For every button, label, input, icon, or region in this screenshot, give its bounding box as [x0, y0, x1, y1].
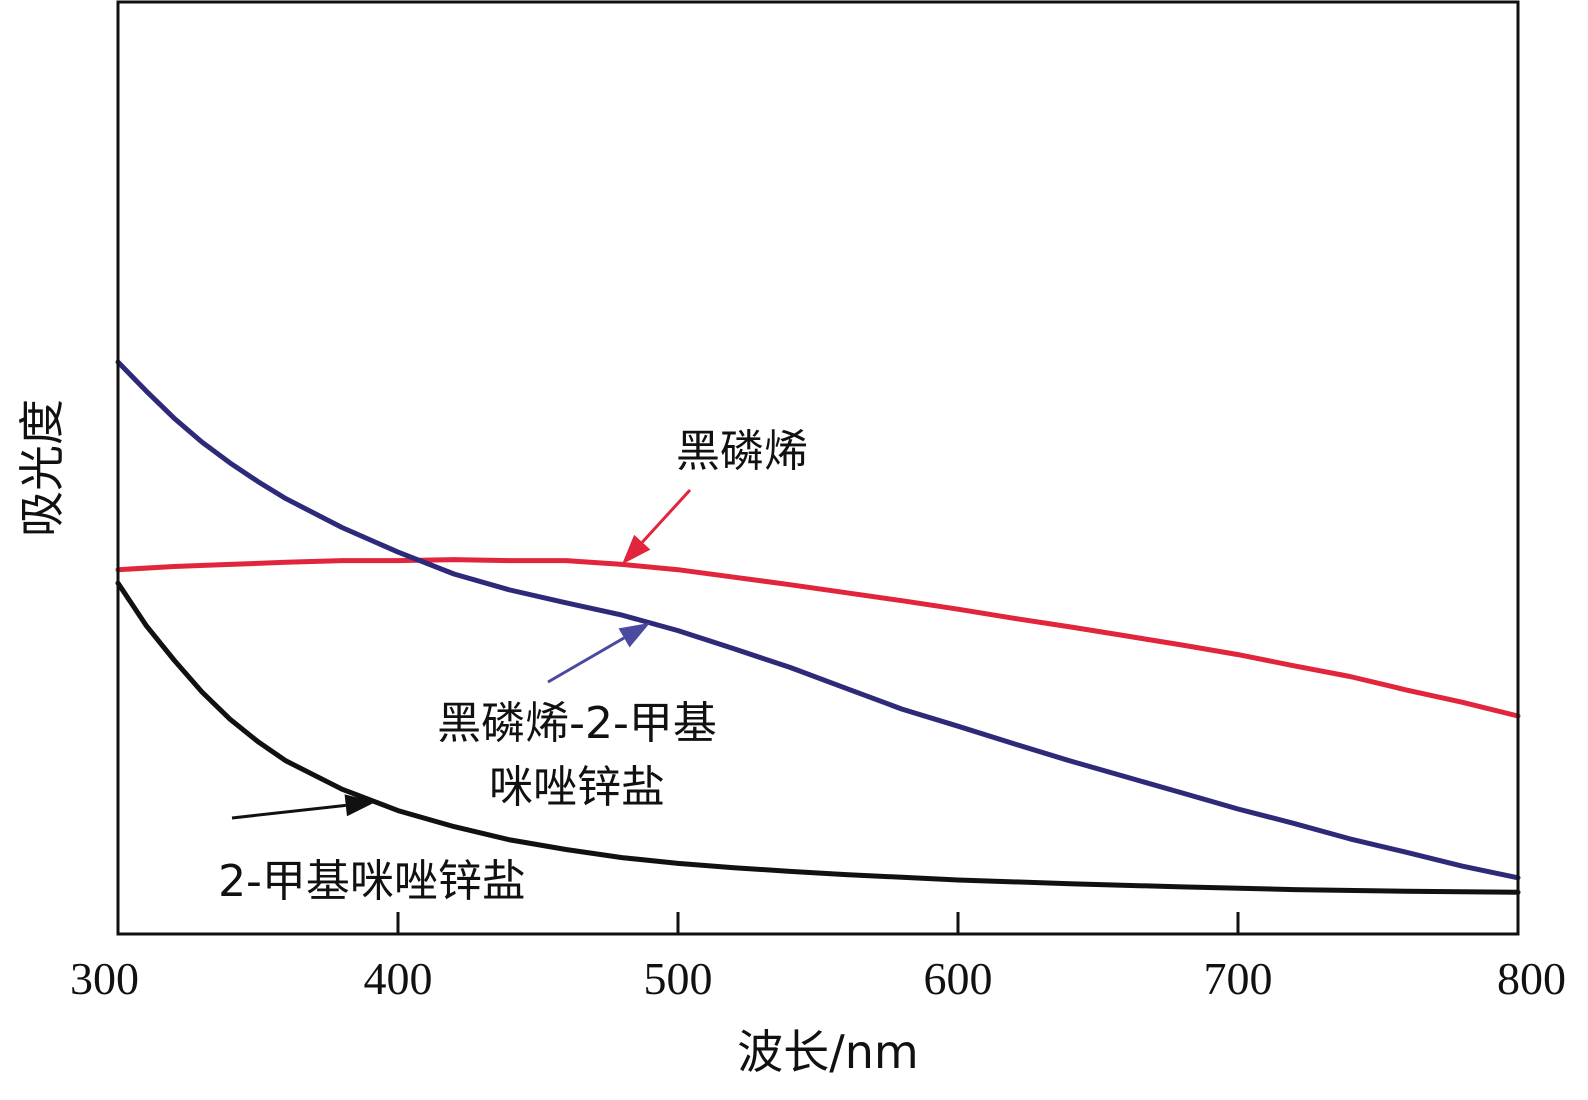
annotation-label: 2-甲基咪唑锌盐 — [218, 856, 526, 907]
annotation-arrow-head — [344, 794, 376, 817]
annotation-arrow-head — [622, 534, 651, 565]
annotation-label: 咪唑锌盐 — [489, 762, 665, 813]
annotation-arrow-head — [618, 622, 650, 648]
annotation-arrow-line — [231, 803, 346, 820]
series-layer — [115, 359, 1521, 895]
x-tick-label: 400 — [364, 953, 433, 1004]
x-tick-label: 500 — [644, 953, 713, 1004]
plot-frame — [116, 0, 1520, 936]
annotation-black-phosphorene: 黑磷烯 — [622, 426, 808, 565]
x-axis-label: 波长/nm — [737, 1025, 918, 1079]
x-tick-label: 300 — [70, 953, 139, 1004]
series-bp-zif — [115, 359, 1521, 881]
annotation-arrow-line — [547, 636, 625, 684]
y-axis-label: 吸光度 — [15, 399, 69, 537]
series-zif — [115, 580, 1521, 895]
x-axis: 300 400 500 600 700 800 — [70, 912, 1566, 1004]
annotation-label: 黑磷烯-2-甲基 — [437, 698, 717, 749]
series-black-phosphorene — [115, 557, 1521, 719]
annotation-arrow-line — [641, 488, 692, 544]
x-tick-label: 700 — [1204, 953, 1273, 1004]
annotation-zif: 2-甲基咪唑锌盐 — [218, 794, 526, 907]
annotation-label: 黑磷烯 — [676, 426, 808, 477]
x-tick-label: 800 — [1497, 953, 1566, 1004]
annotation-bp-zif: 黑磷烯-2-甲基咪唑锌盐 — [437, 622, 717, 813]
x-tick-label: 600 — [924, 953, 993, 1004]
